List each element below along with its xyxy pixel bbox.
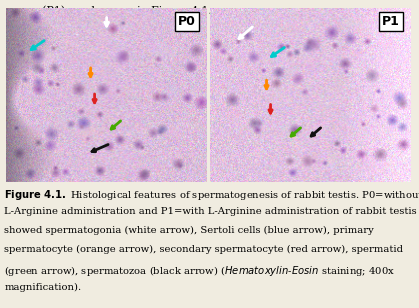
Text: showed spermatogonia (white arrow), Sertoli cells (blue arrow), primary: showed spermatogonia (white arrow), Sert… bbox=[4, 226, 374, 235]
Text: group (P1) can be seen in Figure 4.1.: group (P1) can be seen in Figure 4.1. bbox=[6, 6, 212, 16]
Text: (green arrow), spermatozoa (black arrow) ($\mathit{Hematoxylin}$-$\mathit{Eosin}: (green arrow), spermatozoa (black arrow)… bbox=[4, 264, 395, 278]
Text: P0: P0 bbox=[178, 15, 196, 28]
Text: $\mathbf{Figure\ 4.1.}$ Histological features of spermatogenesis of rabbit testi: $\mathbf{Figure\ 4.1.}$ Histological fea… bbox=[4, 188, 419, 202]
Text: magnification).: magnification). bbox=[4, 283, 81, 292]
Text: spermatocyte (orange arrow), secondary spermatocyte (red arrow), spermatid: spermatocyte (orange arrow), secondary s… bbox=[4, 245, 403, 254]
Text: P1: P1 bbox=[382, 15, 400, 28]
Text: L-Arginine administration and P1=with L-Arginine administration of rabbit testis: L-Arginine administration and P1=with L-… bbox=[4, 207, 417, 216]
